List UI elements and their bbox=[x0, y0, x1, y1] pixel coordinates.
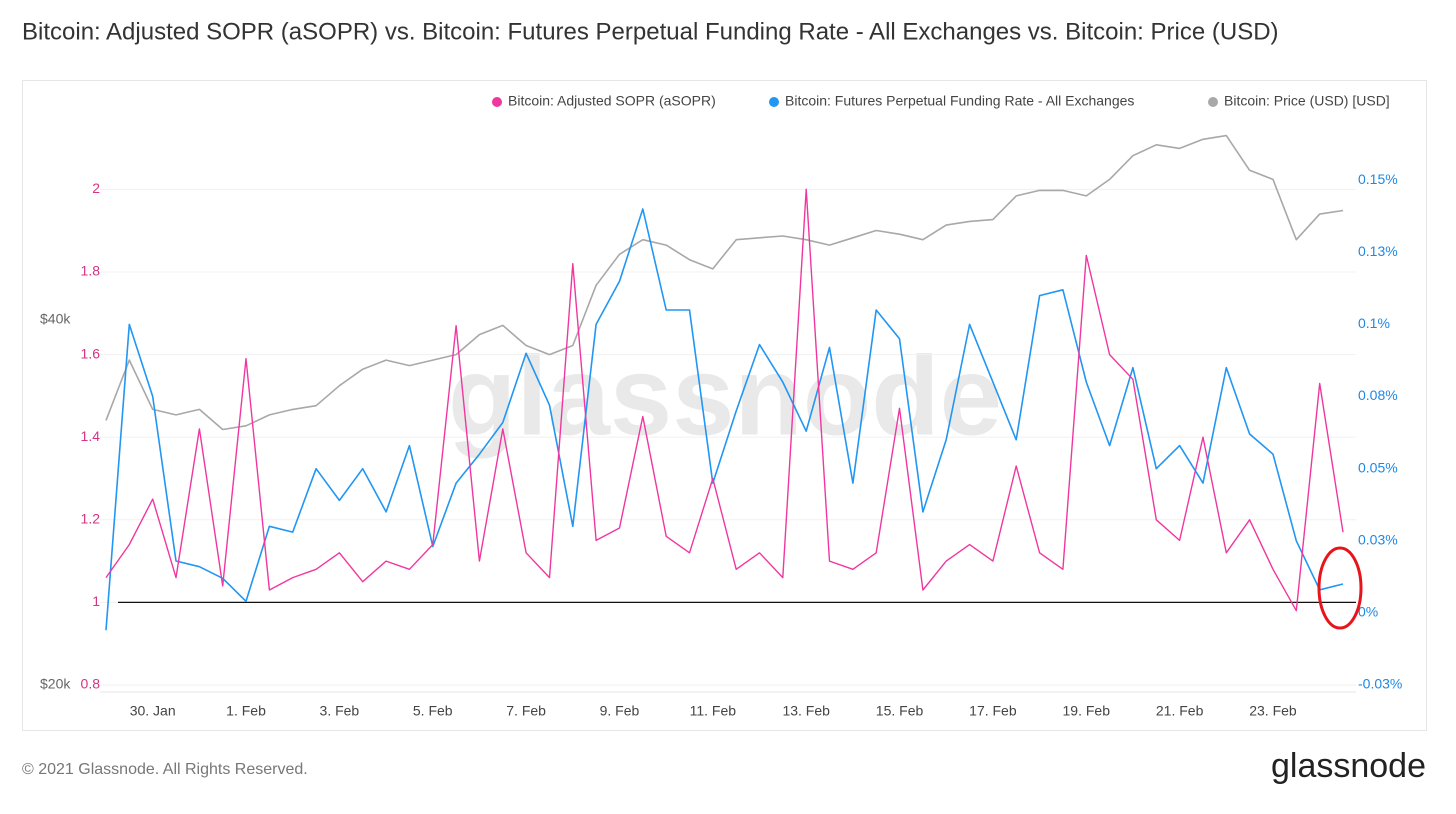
logo: glassnode bbox=[1271, 747, 1426, 785]
y2-tick-label: 0.15% bbox=[1358, 171, 1398, 187]
y-tick-label: 2 bbox=[92, 180, 100, 196]
plot: 0.8 1 1.2 1.4 1.6 1.8 2 -0.03% 0% 0.03% 0.05% 0.08%… bbox=[38, 93, 1402, 719]
y2-tick-label: 0.1% bbox=[1358, 315, 1390, 331]
x-tick-label: 7. Feb bbox=[506, 703, 546, 719]
y-tick-label: 1.4 bbox=[81, 428, 101, 444]
x-tick-label: 17. Feb bbox=[969, 703, 1017, 719]
x-tick-label: 3. Feb bbox=[320, 703, 360, 719]
series-line bbox=[105, 188, 1344, 612]
y2-tick-label: 0.13% bbox=[1358, 243, 1398, 259]
y3-tick-label: $40k bbox=[40, 311, 71, 327]
legend-label: Bitcoin: Adjusted SOPR (aSOPR) bbox=[508, 93, 716, 109]
y2-tick-label: 0.08% bbox=[1358, 387, 1398, 403]
chart-frame bbox=[22, 80, 1427, 731]
x-tick-label: 1. Feb bbox=[226, 703, 266, 719]
x-tick-label: 11. Feb bbox=[690, 703, 737, 719]
y-tick-label: 1.6 bbox=[81, 345, 101, 361]
y-tick-label: 0.8 bbox=[81, 676, 101, 692]
y3-tick-label: $20k bbox=[40, 676, 71, 692]
series-line bbox=[105, 208, 1344, 631]
series-line bbox=[105, 134, 1344, 431]
y-tick-label: 1.2 bbox=[81, 510, 101, 526]
footer: © 2021 Glassnode. All Rights Reserved. bbox=[22, 761, 308, 778]
chart-title: Bitcoin: Adjusted SOPR (aSOPR) vs. Bitco… bbox=[22, 18, 1279, 45]
x-tick-label: 21. Feb bbox=[1156, 703, 1204, 719]
legend-marker bbox=[1208, 97, 1218, 107]
highlight-ellipse bbox=[1317, 546, 1363, 630]
watermark: glassnode bbox=[448, 334, 1002, 459]
y-tick-label: 1 bbox=[92, 593, 100, 609]
x-tick-label: 23. Feb bbox=[1249, 703, 1297, 719]
x-tick-label: 15. Feb bbox=[876, 703, 924, 719]
x-tick-label: 19. Feb bbox=[1063, 703, 1111, 719]
y-tick-label: 1.8 bbox=[81, 263, 101, 279]
legend-label: Bitcoin: Futures Perpetual Funding Rate … bbox=[785, 93, 1134, 109]
x-tick-label: 9. Feb bbox=[600, 703, 640, 719]
legend-marker bbox=[769, 97, 779, 107]
y2-tick-label: 0.05% bbox=[1358, 459, 1398, 475]
y2-tick-label: 0.03% bbox=[1358, 531, 1398, 547]
x-tick-label: 13. Feb bbox=[782, 703, 830, 719]
y2-tick-label: 0% bbox=[1358, 604, 1378, 620]
x-tick-label: 5. Feb bbox=[413, 703, 453, 719]
legend-marker bbox=[492, 97, 502, 107]
y2-tick-label: -0.03% bbox=[1358, 676, 1402, 692]
x-tick-label: 30. Jan bbox=[130, 703, 176, 719]
legend-label: Bitcoin: Price (USD) [USD] bbox=[1224, 93, 1390, 109]
